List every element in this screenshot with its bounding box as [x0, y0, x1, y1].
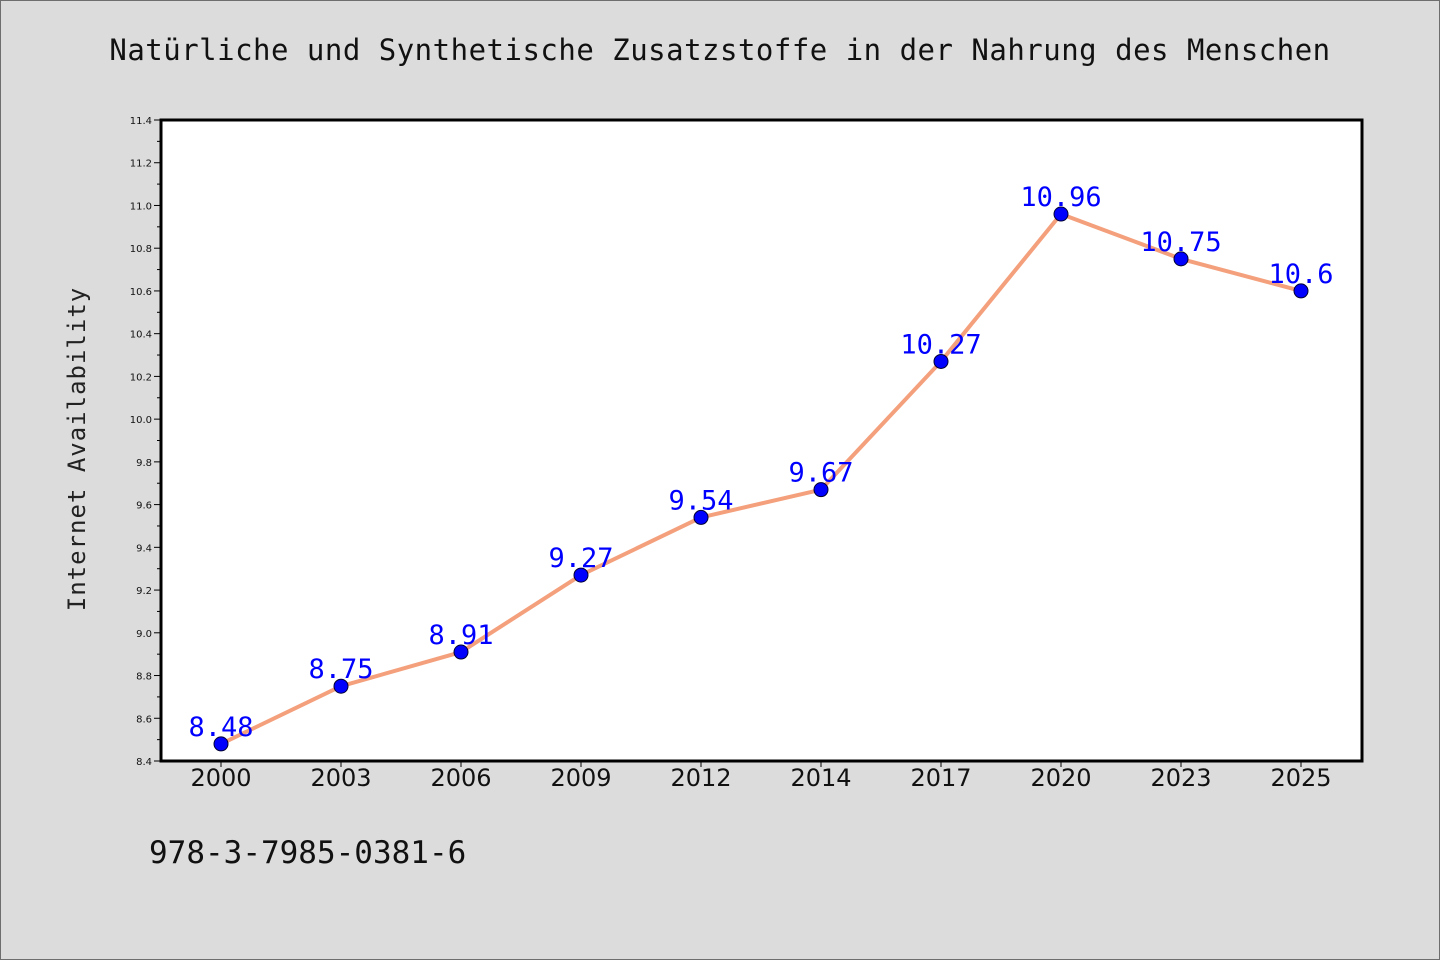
y-tick-label: 11.2	[130, 159, 152, 170]
y-tick-label: 10.4	[130, 330, 152, 341]
x-tick-label: 2006	[430, 764, 491, 792]
y-tick-label: 9.4	[136, 543, 152, 554]
data-label: 10.27	[900, 329, 981, 360]
data-point	[453, 644, 469, 660]
data-point	[213, 736, 229, 752]
data-label: 10.6	[1268, 259, 1333, 290]
data-label: 10.96	[1020, 182, 1101, 213]
data-label: 8.75	[308, 654, 373, 685]
plot-area	[159, 118, 1364, 763]
data-point	[933, 353, 949, 369]
data-point	[333, 678, 349, 694]
y-tick-label: 11.0	[130, 201, 152, 212]
data-label: 9.27	[548, 543, 613, 574]
data-label: 8.48	[188, 712, 253, 743]
y-tick-label: 10.2	[130, 372, 152, 383]
x-tick-label: 2025	[1270, 764, 1331, 792]
x-tick-label: 2023	[1150, 764, 1211, 792]
x-tick-label: 2020	[1030, 764, 1091, 792]
y-tick-label: 8.6	[136, 714, 152, 725]
y-tick-label: 9.0	[136, 629, 152, 640]
y-tick-label: 11.4	[130, 116, 152, 127]
x-tick-label: 2017	[910, 764, 971, 792]
y-tick-label: 10.0	[130, 415, 152, 426]
x-tick-label: 2000	[190, 764, 251, 792]
y-tick-label: 9.2	[136, 586, 152, 597]
data-point	[1053, 206, 1069, 222]
data-label: 9.54	[668, 485, 733, 516]
data-point	[573, 567, 589, 583]
data-label: 8.91	[428, 620, 493, 651]
data-point	[1173, 251, 1189, 267]
x-tick-label: 2009	[550, 764, 611, 792]
data-point	[813, 482, 829, 498]
data-point	[693, 509, 709, 525]
x-tick-label: 2003	[310, 764, 371, 792]
y-tick-label: 10.6	[130, 287, 152, 298]
x-tick-label: 2012	[670, 764, 731, 792]
y-tick-label: 8.4	[136, 757, 152, 768]
chart-title: Natürliche und Synthetische Zusatzstoffe…	[109, 33, 1331, 67]
y-tick-label: 9.6	[136, 501, 152, 512]
isbn-text: 978-3-7985-0381-6	[149, 835, 467, 871]
data-point	[1293, 283, 1309, 299]
y-tick-label: 8.8	[136, 672, 152, 683]
series-line	[220, 212, 1302, 746]
data-label: 10.75	[1140, 227, 1221, 258]
data-label: 9.67	[788, 458, 853, 489]
x-tick-label: 2014	[790, 764, 851, 792]
y-tick-label: 9.8	[136, 458, 152, 469]
y-tick-label: 10.8	[130, 244, 152, 255]
